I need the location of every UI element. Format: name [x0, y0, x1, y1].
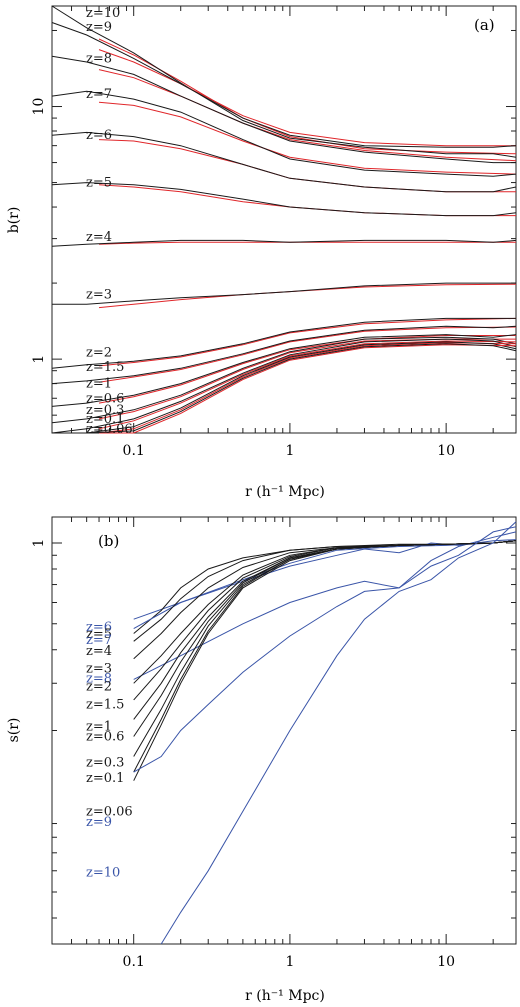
- series-line-z=0.1: [52, 341, 517, 434]
- series-line-z=6: [51, 131, 517, 193]
- series-label: z=1.5: [86, 698, 124, 713]
- fit-line-z=2: [98, 317, 517, 367]
- fit-line-z=0.1: [98, 342, 517, 434]
- panel-b-tag: (b): [98, 532, 119, 550]
- series-line-z=2: [51, 317, 516, 369]
- series-label: z=7: [86, 633, 112, 648]
- fit-line-z=1: [98, 335, 516, 404]
- panel-b: 0.1 1 101 z=6z=5z=7z=4z=3z=8z=2z=1.5z=1z=0…: [6, 516, 517, 1004]
- x-tick-label: 10: [437, 443, 455, 459]
- series-line-z=9: [51, 22, 517, 148]
- series-label: z=4: [86, 230, 112, 245]
- series-line-z=10: [160, 521, 517, 945]
- panel-b-ticks: 0.1 1 10 1: [31, 517, 516, 970]
- series-label: z=0.3: [86, 403, 124, 418]
- x-tick-label: 1: [285, 954, 294, 970]
- series-label: z=0.3: [86, 755, 124, 770]
- series-label: z=4: [86, 644, 112, 659]
- panel-a-series-labels: z=10z=9z=8z=7z=6z=5z=4z=3z=2z=1.5z=1z=0.…: [86, 6, 133, 437]
- series-label: z=5: [86, 627, 112, 642]
- series-line-z=7: [133, 539, 517, 629]
- panel-b-xlabel: r (h⁻¹ Mpc): [245, 988, 325, 1004]
- series-line-z=0.3: [51, 338, 517, 434]
- series-label: z=0.06: [86, 422, 133, 437]
- series-label: z=5: [86, 176, 112, 191]
- series-line-z=0.3: [133, 540, 517, 757]
- series-line-z=1: [51, 334, 517, 407]
- series-label: z=6: [86, 128, 112, 143]
- series-label: z=1: [86, 719, 112, 734]
- y-tick-label: 1: [31, 355, 47, 364]
- series-label: z=0.1: [86, 771, 124, 786]
- series-line-z=4: [133, 540, 517, 642]
- fit-line-z=10: [98, 38, 517, 155]
- series-label: z=9: [86, 20, 112, 35]
- series-label: z=1.5: [86, 360, 124, 375]
- series-label: z=2: [86, 346, 112, 361]
- series-line-z=9: [133, 526, 517, 773]
- series-label: z=3: [86, 662, 112, 677]
- fit-line-z=1.5: [98, 326, 517, 383]
- panel-a-lines: [51, 5, 517, 434]
- series-line-z=8: [51, 55, 516, 164]
- series-label: z=0.6: [86, 729, 124, 744]
- x-tick-label: 0.1: [123, 954, 145, 970]
- series-line-z=1: [133, 540, 517, 720]
- series-label: z=9: [86, 815, 112, 830]
- series-label: z=3: [86, 288, 112, 303]
- series-line-z=7: [51, 90, 517, 177]
- series-label: z=0.06: [86, 804, 133, 819]
- series-line-z=0.1: [133, 540, 517, 773]
- panel-a-tag: (a): [474, 16, 495, 34]
- series-label: z=10: [86, 866, 120, 881]
- series-line-z=5: [51, 182, 517, 217]
- series-line-z=1.5: [133, 540, 517, 701]
- series-label: z=7: [86, 87, 112, 102]
- panel-a-frame: [51, 5, 517, 434]
- series-line-z=3: [52, 282, 516, 305]
- x-tick-label: 0.1: [123, 443, 145, 459]
- y-tick-label: 10: [31, 98, 47, 116]
- fit-line-z=5: [98, 184, 516, 217]
- panel-a-ylabel: b(r): [6, 207, 22, 234]
- fit-line-z=8: [98, 69, 517, 162]
- series-line-z=0.6: [51, 336, 517, 424]
- series-label: z=8: [86, 671, 112, 686]
- series-label: z=1: [86, 377, 112, 392]
- series-label: z=10: [86, 6, 120, 21]
- panel-b-ylabel: s(r): [6, 718, 22, 743]
- x-tick-label: 10: [437, 954, 455, 970]
- series-line-z=0.06: [52, 343, 517, 434]
- series-label: z=0.6: [86, 391, 124, 406]
- panel-a-xlabel: r (h⁻¹ Mpc): [245, 484, 325, 500]
- fit-line-z=3: [98, 283, 517, 309]
- panel-b-series-labels: z=6z=5z=7z=4z=3z=8z=2z=1.5z=1z=0.6z=0.3z…: [86, 620, 133, 881]
- series-line-z=1.5: [51, 325, 517, 385]
- x-tick-label: 1: [285, 443, 294, 459]
- series-label: z=2: [86, 679, 112, 694]
- series-line-z=10: [51, 5, 517, 158]
- fit-line-z=9: [98, 49, 516, 147]
- series-label: z=0.1: [86, 412, 124, 427]
- y-tick-label: 1: [31, 539, 47, 548]
- fit-line-z=0.06: [99, 344, 517, 434]
- series-line-z=0.06: [133, 540, 517, 781]
- panel-b-lines: [133, 521, 517, 945]
- fit-line-z=4: [98, 241, 516, 245]
- fit-line-z=0.3: [98, 340, 517, 430]
- series-label: z=8: [86, 51, 112, 66]
- fit-line-z=0.6: [98, 338, 516, 420]
- series-line-z=4: [51, 239, 517, 247]
- series-label: z=6: [86, 620, 112, 635]
